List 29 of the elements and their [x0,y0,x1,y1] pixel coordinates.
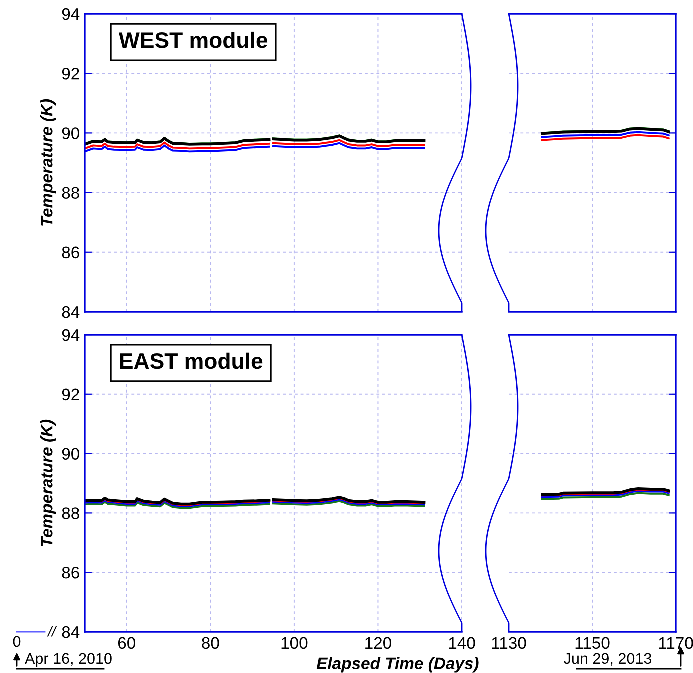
y-tick-label: 94 [62,8,80,20]
y-tick-label: 88 [62,187,80,200]
y-tick-label: 92 [62,68,80,80]
y-tick-label: 86 [62,246,80,259]
y-tick-label: 88 [62,508,80,520]
x-tick-label: 100 [282,637,308,650]
x-tick-label: 1170 [659,637,693,650]
x-tick-label: 120 [366,637,392,650]
text: Jun 29, 2013 [564,653,652,666]
annotation: EAST module [120,352,263,370]
y-tick-label: 84 [62,306,80,318]
text: Apr 16, 2010 [25,653,112,668]
y-axis-title: Temperature (K) [40,420,56,546]
annotation: WEST module [118,32,268,48]
x-axis-title: Elapsed Time (Days) [316,657,479,673]
y-tick-label: 90 [62,448,80,460]
y-tick-label: 92 [62,388,80,401]
text: // [47,626,58,637]
x-tick-label: 1130 [492,637,526,650]
x-tick-label: 80 [202,637,220,650]
x-tick-label: 140 [449,637,476,650]
y-tick-label: 94 [62,329,80,342]
y-tick-label: 86 [62,567,80,579]
text: 0 [13,636,21,648]
x-tick-label: 60 [118,637,136,650]
y-tick-label: 90 [62,128,80,140]
x-tick-label: 1150 [576,637,610,650]
y-tick-label: 84 [62,626,80,638]
y-axis-title: Temperature (K) [40,99,56,226]
